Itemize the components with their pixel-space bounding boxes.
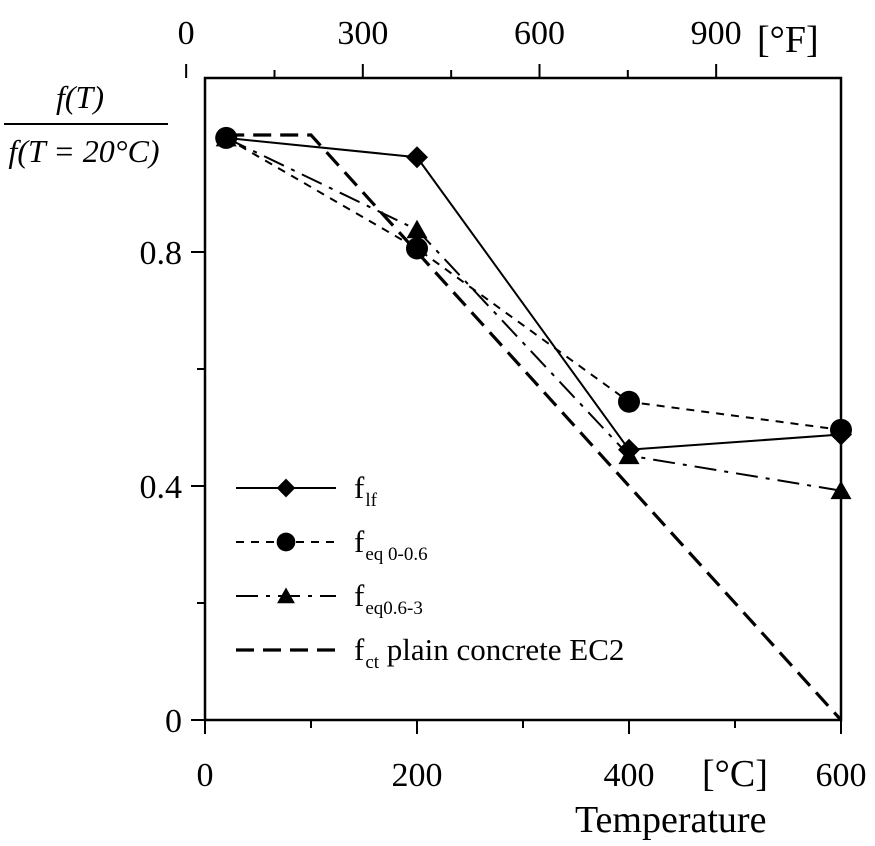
x-unit-label: [°C] [702,753,768,795]
y-tick-label: 0 [165,703,182,740]
legend-label: feq 0-0.6 [354,524,428,565]
legend-label: fct plain concrete EC2 [354,632,624,673]
legend-item-2: feq 0-0.6 [236,524,428,565]
marker-triangle [277,587,295,604]
legend: flf feq 0-0.6 feq0.6-3 fct plain concrete E… [236,470,624,673]
marker-diamond [406,146,428,169]
x-tick-label: 600 [816,757,867,794]
legend-label: feq0.6-3 [354,578,423,619]
x-top-unit-label: [°F] [757,19,819,61]
series-3 [215,127,852,500]
marker-diamond [276,478,296,498]
marker-circle [406,237,428,260]
marker-circle [830,418,852,441]
x-top-tick-label: 300 [337,15,388,52]
axis-labels: [°C] Temperature [°F] f(T) f(T = 20°C) [4,19,819,841]
legend-item-1: flf [236,470,378,511]
y-axis-title-numerator: f(T) [56,79,104,115]
series-line [225,137,842,431]
y-tick-label: 0.8 [140,235,183,272]
x-top-tick-label: 900 [691,15,742,52]
marker-circle [618,390,640,413]
series-1 [215,126,852,461]
marker-triangle [215,127,237,147]
marker-triangle [406,219,428,239]
legend-item-4: fct plain concrete EC2 [236,632,624,673]
axis-ticks: 0 200 400 600 0 300 600 900 0 0.4 0.8 [140,15,867,794]
x-top-tick-label: 0 [178,15,195,52]
y-tick-label: 0.4 [140,469,183,506]
y-axis-title-denominator: f(T = 20°C) [8,133,159,169]
marker-triangle [618,445,640,465]
series-line [226,133,843,722]
x-axis-title: Temperature [575,799,766,841]
x-tick-label: 200 [392,757,443,794]
x-tick-label: 0 [197,757,214,794]
series-line [226,136,842,451]
plot-frame [203,76,843,722]
legend-item-3: feq0.6-3 [236,578,423,619]
legend-label: flf [354,470,378,511]
series-layer [215,126,852,722]
marker-triangle [830,480,852,500]
marker-circle [276,532,296,552]
series-line [225,137,842,492]
x-top-tick-label: 600 [514,15,565,52]
series-2 [215,126,852,441]
x-tick-label: 400 [604,757,655,794]
series-4 [226,133,843,722]
